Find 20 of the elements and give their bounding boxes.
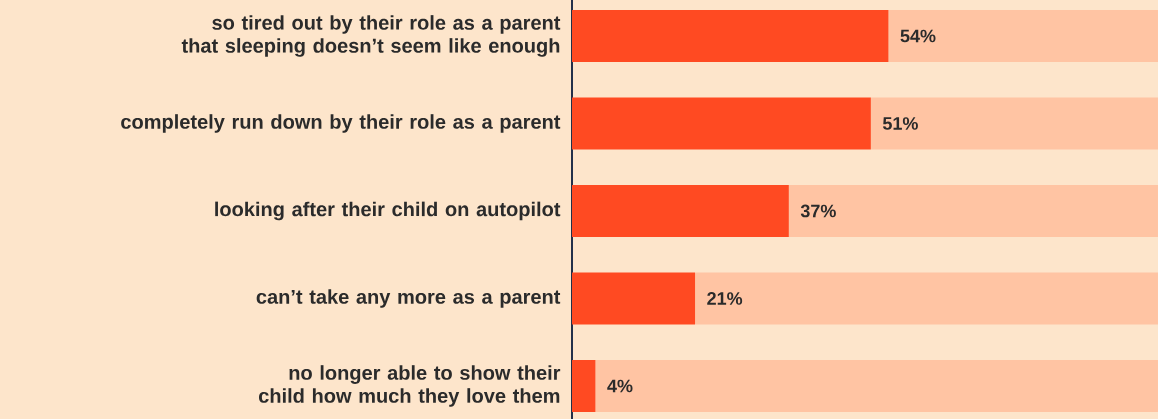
data-label: 21% [707,292,743,305]
data-label: 51% [882,117,918,130]
y-tick-label: looking after their child on autopilot [215,201,561,221]
data-label: 37% [800,204,836,218]
data-label: 4% [607,379,633,393]
bar [572,184,789,237]
bar [595,359,1158,412]
bar [695,272,1158,325]
y-tick-label: so tired out by their role as a parent that sleeping doesn’t seem like enough [181,15,561,57]
y-tick-label: can’t take any more as a parent [256,289,561,308]
bar [788,184,1158,237]
data-label: 54% [900,29,936,43]
y-tick-label: no longer able to show their child how much they love them [259,365,561,407]
bar [870,97,1158,150]
bar [888,9,1158,62]
bar [572,97,871,150]
bar [572,9,889,62]
bar [572,359,596,412]
y-tick-label: completely run down by their role as a parent [121,114,561,133]
bar [572,272,696,325]
